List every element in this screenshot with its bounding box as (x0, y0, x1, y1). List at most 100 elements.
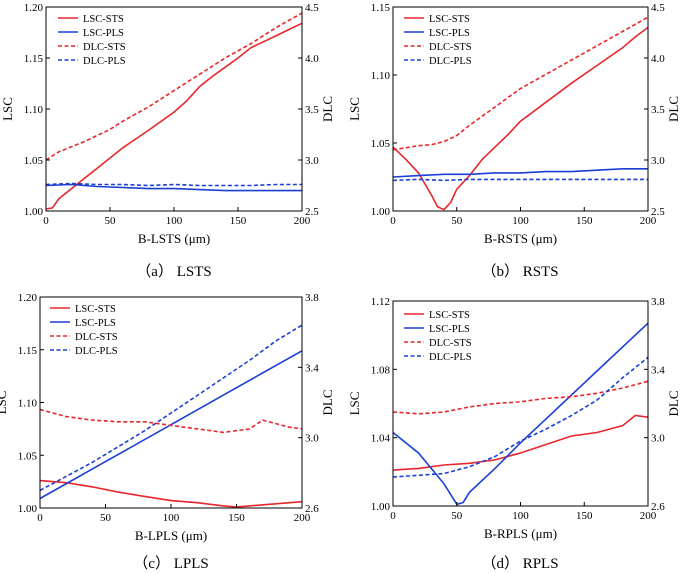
legend-label: DLC-PLS (75, 346, 118, 357)
chart-panel: 0 50 100 150 200 1.00 1.04 1.08 1.12 2.6 3.0 3.4 3.8… (347, 296, 681, 572)
y-tick-label: 1.10 (18, 398, 38, 410)
y-tick-label: 1.00 (18, 503, 38, 515)
panel-caption: （b） RSTS (481, 263, 558, 280)
y-tick-label: 1.10 (371, 70, 391, 82)
y-axis-label: LSC (347, 97, 362, 121)
series-line (392, 380, 649, 415)
x-tick-label: 100 (512, 215, 529, 227)
y-tick-label: 1.20 (18, 292, 38, 304)
chart-panel: 0 50 100 150 200 1.00 1.05 1.10 1.15 2.5 3.0 3.5 4.0… (347, 2, 681, 280)
series-line (45, 182, 302, 187)
x-tick-label: 100 (163, 512, 180, 524)
y2-tick-label: 2.6 (651, 501, 665, 513)
x-tick-label: 200 (294, 512, 311, 524)
chart-panel: 0 50 100 150 200 1.00 1.05 1.10 1.15 1.20 2.5 3.0 3.… (0, 2, 335, 280)
x-axis-label: B-RPLS (μm) (484, 526, 557, 541)
y2-tick-label: 3.0 (651, 433, 665, 445)
legend-label: LSC-PLS (83, 28, 124, 39)
y2-tick-label: 2.5 (305, 206, 319, 218)
y-tick-label: 1.05 (371, 138, 391, 150)
legend-label: LSC-STS (429, 14, 470, 25)
y2-axis-label: DLC (320, 390, 335, 416)
y2-axis-label: DLC (320, 96, 335, 122)
legend-label: DLC-PLS (83, 56, 126, 67)
y-tick-label: 1.12 (371, 296, 390, 308)
y2-axis-label: DLC (666, 391, 681, 417)
y-tick-label: 1.20 (24, 2, 44, 14)
series-line (392, 168, 648, 178)
y2-tick-label: 4.0 (651, 53, 665, 65)
y2-tick-label: 4.5 (651, 2, 665, 14)
series-line (392, 322, 649, 506)
x-tick-label: 50 (100, 512, 112, 524)
y2-axis-label: DLC (666, 96, 681, 122)
series-line (392, 356, 649, 478)
y-axis-label: LSC (0, 391, 9, 415)
y2-tick-label: 3.8 (651, 296, 665, 308)
series-line (45, 22, 303, 210)
legend: LSC-STS LSC-PLS DLC-STS DLC-PLS (58, 14, 126, 67)
legend-label: DLC-PLS (429, 56, 472, 67)
y-tick-label: 1.00 (371, 206, 391, 218)
legend: LSC-STS LSC-PLS DLC-STS DLC-PLS (404, 310, 472, 363)
legend-label: LSC-PLS (75, 318, 116, 329)
y2-tick-label: 3.4 (651, 364, 665, 376)
series-line (392, 178, 648, 182)
panel-caption: （d） RPLS (481, 555, 558, 572)
y-tick-label: 1.00 (371, 501, 391, 513)
y2-tick-label: 2.5 (651, 206, 665, 218)
x-tick-label: 50 (105, 215, 117, 227)
y-tick-label: 1.10 (24, 104, 44, 116)
x-tick-label: 100 (512, 510, 529, 522)
x-tick-label: 0 (390, 215, 396, 227)
y2-tick-label: 2.6 (305, 503, 319, 515)
series-line (39, 479, 303, 508)
legend-label: LSC-STS (75, 304, 116, 315)
y2-tick-label: 4.5 (305, 2, 319, 14)
y2-tick-label: 3.0 (651, 155, 665, 167)
x-axis-label: B-LSTS (μm) (138, 231, 210, 246)
legend-label: DLC-STS (75, 332, 118, 343)
y-tick-label: 1.15 (24, 53, 44, 65)
x-tick-label: 100 (166, 215, 183, 227)
panel-caption: （a） LSTS (136, 263, 211, 280)
y2-tick-label: 3.5 (305, 104, 319, 116)
series-line (45, 183, 302, 192)
x-tick-label: 50 (451, 510, 463, 522)
x-tick-label: 50 (451, 215, 463, 227)
y2-tick-label: 3.8 (305, 292, 319, 304)
legend-label: LSC-STS (429, 310, 470, 321)
legend-label: DLC-PLS (429, 352, 472, 363)
series-line (392, 16, 649, 151)
x-axis-label: B-RSTS (μm) (484, 231, 557, 246)
legend-label: LSC-PLS (429, 28, 470, 39)
y2-tick-label: 3.5 (651, 104, 665, 116)
series-line (45, 12, 303, 161)
legend-label: DLC-STS (429, 42, 472, 53)
y-tick-label: 1.05 (24, 155, 44, 167)
x-tick-label: 200 (640, 510, 657, 522)
y2-tick-label: 3.0 (305, 433, 319, 445)
x-tick-label: 200 (640, 215, 657, 227)
x-tick-label: 200 (294, 215, 311, 227)
x-tick-label: 150 (576, 215, 593, 227)
y-tick-label: 1.15 (371, 2, 391, 14)
chart-panel: 0 50 100 150 200 1.00 1.05 1.10 1.15 1.20 2.6 3.0 3.… (0, 292, 335, 572)
y-tick-label: 1.08 (371, 364, 391, 376)
panel-caption: （c） LPLS (133, 555, 208, 572)
x-tick-label: 150 (576, 510, 593, 522)
legend-label: LSC-PLS (429, 324, 470, 335)
x-axis-label: B-LPLS (μm) (135, 528, 207, 543)
x-tick-label: 0 (37, 512, 43, 524)
y-axis-label: LSC (347, 392, 362, 416)
y2-tick-label: 4.0 (305, 53, 319, 65)
y-axis-label: LSC (0, 97, 15, 121)
x-tick-label: 150 (230, 215, 247, 227)
legend-label: LSC-STS (83, 14, 124, 25)
series-line (392, 414, 649, 471)
y-tick-label: 1.05 (18, 450, 38, 462)
series-line (39, 324, 303, 492)
legend: LSC-STS LSC-PLS DLC-STS DLC-PLS (50, 304, 118, 357)
y2-tick-label: 3.0 (305, 155, 319, 167)
